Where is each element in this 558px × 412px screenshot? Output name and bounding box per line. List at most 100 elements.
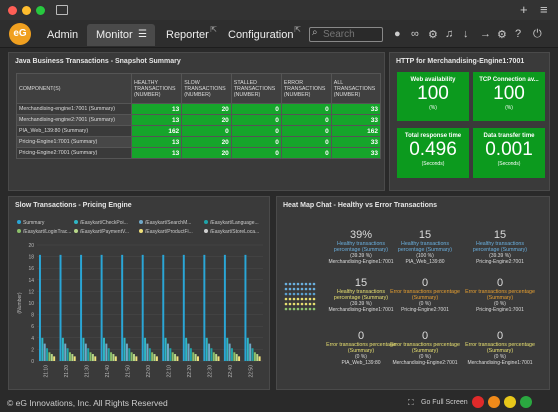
metric-cell[interactable]: 162: [330, 125, 382, 137]
table-row[interactable]: Merchandising-engine1:7001 (Summary) 13 20…: [16, 103, 382, 115]
external-link-icon[interactable]: ⇱: [210, 25, 217, 34]
bell-icon[interactable]: ♫: [445, 28, 454, 40]
link-icon[interactable]: ∞: [411, 28, 419, 40]
heatmap-cell[interactable]: 0 Error transactions percentage (Summary)…: [465, 277, 535, 313]
heatmap-cell[interactable]: 15 Healthy transactions percentage (Summa…: [390, 229, 460, 265]
tab-reporter[interactable]: Reporter ⇱: [157, 24, 217, 46]
metric-cell[interactable]: 0: [230, 103, 282, 115]
download-icon[interactable]: ↓: [463, 28, 469, 40]
metric-cell[interactable]: 0: [230, 125, 282, 137]
metric-cell[interactable]: 0: [230, 114, 282, 126]
hamburger-menu-icon[interactable]: ☰: [138, 29, 147, 40]
legend-item[interactable]: /Easykart/CheckPoi...: [74, 220, 128, 226]
search-input[interactable]: [309, 27, 383, 42]
help-icon[interactable]: ?: [515, 28, 522, 40]
legend-item[interactable]: Summary: [17, 220, 44, 226]
fullscreen-icon[interactable]: ⛶: [408, 398, 414, 407]
tcp-connection-tile[interactable]: TCP Connection av... 100 (%): [473, 72, 545, 121]
eg-logo[interactable]: eG: [9, 23, 31, 45]
metric-cell[interactable]: 0: [280, 147, 332, 159]
metric-cell[interactable]: 33: [330, 103, 382, 115]
metric-cell[interactable]: 33: [330, 114, 382, 126]
bar: [64, 343, 67, 361]
web-availability-tile[interactable]: Web availability 100 (%): [397, 72, 469, 121]
normal-status-icon[interactable]: [520, 396, 532, 408]
table-row[interactable]: PIA_Web_139:80 (Summary) 162 0 0 0 162: [16, 125, 382, 137]
component-name[interactable]: PIA_Web_139:80 (Summary): [16, 125, 132, 137]
heatmap-dot: [296, 297, 300, 301]
heatmap-cell[interactable]: 0 Error transactions percentage (Summary)…: [465, 330, 535, 366]
metric-cell[interactable]: 20: [181, 114, 232, 126]
critical-alert-icon[interactable]: [472, 396, 484, 408]
metric-cell[interactable]: 33: [330, 147, 382, 159]
tab-configuration[interactable]: Configuration ⇱: [219, 24, 303, 46]
bar: [210, 348, 213, 361]
heatmap-cell[interactable]: 0 Error transactions percentage (Summary)…: [326, 330, 396, 366]
heatmap-cell[interactable]: 0 Error transactions percentage (Summary)…: [390, 330, 460, 366]
major-alert-icon[interactable]: [488, 396, 500, 408]
table-row[interactable]: Pricing-Engine2:7001 (Summary) 13 20 0 0 33: [16, 147, 382, 159]
component-name[interactable]: Merchandising-engine2:7001 (Summary): [16, 114, 132, 126]
metric-cell[interactable]: 0: [280, 114, 332, 126]
power-icon[interactable]: ⏻: [533, 28, 542, 40]
heatmap-dot: [296, 292, 300, 296]
metric-cell[interactable]: 13: [130, 103, 183, 115]
slow-transactions-chart: 0 2 4 6 8 10 12 14 16 18 20 (Number) 21:10 21:20 21:30…: [17, 243, 263, 378]
heatmap-cell[interactable]: 0 Error transactions percentage (Summary)…: [390, 277, 460, 313]
heatmap-dot: [288, 282, 292, 286]
y-tick-label: 8: [31, 313, 34, 319]
heatmap-cell[interactable]: 39% Healthy transactions percentage (Summ…: [326, 229, 396, 265]
metric-cell[interactable]: 33: [330, 136, 382, 148]
metric-cell[interactable]: 0: [230, 147, 282, 159]
metric-cell[interactable]: 0: [230, 136, 282, 148]
legend-item[interactable]: /Easykart/Language...: [204, 220, 259, 226]
close-window-button[interactable]: [8, 6, 17, 15]
settings-icon[interactable]: ⚙: [497, 29, 507, 41]
component-name[interactable]: Pricing-Engine2:7001 (Summary): [16, 147, 132, 159]
new-tab-icon[interactable]: +: [520, 2, 528, 17]
heatmap-cell[interactable]: 15 Healthy transactions percentage (Summa…: [465, 229, 535, 265]
external-link-icon[interactable]: ⇱: [294, 25, 301, 34]
metric-cell[interactable]: 0: [280, 103, 332, 115]
maximize-window-button[interactable]: [36, 6, 45, 15]
x-tick-label: 21:50: [125, 365, 131, 378]
metric-cell[interactable]: 13: [130, 147, 183, 159]
metric-cell[interactable]: 13: [130, 114, 183, 126]
legend-item[interactable]: /Easykart/PaymentV...: [74, 229, 129, 235]
legend-item[interactable]: /Easykart/LoginTrac...: [17, 229, 71, 235]
bar: [133, 354, 135, 361]
tab-admin[interactable]: Admin: [38, 24, 87, 46]
minimize-window-button[interactable]: [22, 6, 31, 15]
legend-item[interactable]: /Easykart/StoreLoca...: [204, 229, 259, 235]
bar: [114, 356, 117, 361]
component-name[interactable]: Merchandising-engine1:7001 (Summary): [16, 103, 132, 115]
total-response-time-tile[interactable]: Total response time 0.496 (Seconds): [397, 128, 469, 178]
metric-cell[interactable]: 13: [130, 136, 183, 148]
tab-monitor[interactable]: Monitor ☰: [87, 24, 155, 46]
legend-item[interactable]: /Easykart/SearchM...: [139, 220, 191, 226]
data-transfer-time-tile[interactable]: Data transfer time 0.001 (Seconds): [473, 128, 545, 178]
go-full-screen-link[interactable]: Go Full Screen: [421, 399, 468, 406]
legend-swatch-icon: [139, 229, 143, 233]
legend-item[interactable]: /Easykart/ProductFi...: [139, 229, 193, 235]
bar: [185, 337, 188, 361]
sidebar-toggle-icon[interactable]: [56, 5, 68, 15]
logout-icon[interactable]: →: [480, 28, 491, 40]
table-row[interactable]: Pricing-Engine1:7001 (Summary) 13 20 0 0 33: [16, 136, 382, 148]
metric-cell[interactable]: 20: [181, 136, 232, 148]
metric-cell[interactable]: 0: [280, 136, 332, 148]
metric-cell[interactable]: 20: [181, 147, 232, 159]
table-row[interactable]: Merchandising-engine2:7001 (Summary) 13 20…: [16, 114, 382, 126]
user-icon[interactable]: ●: [394, 28, 401, 40]
minor-alert-icon[interactable]: [504, 396, 516, 408]
component-name[interactable]: Pricing-Engine1:7001 (Summary): [16, 136, 132, 148]
metric-cell[interactable]: 0: [181, 125, 232, 137]
menu-icon[interactable]: ≡: [540, 2, 548, 17]
gear-icon[interactable]: ⚙: [428, 29, 438, 41]
bar: [48, 352, 51, 361]
metric-cell[interactable]: 0: [280, 125, 332, 137]
metric-cell[interactable]: 20: [181, 103, 232, 115]
metric-cell[interactable]: 162: [130, 125, 183, 137]
heatmap-cell[interactable]: 15 Healthy transactions percentage (Summa…: [326, 277, 396, 313]
tile-label: Total response time: [404, 133, 462, 139]
